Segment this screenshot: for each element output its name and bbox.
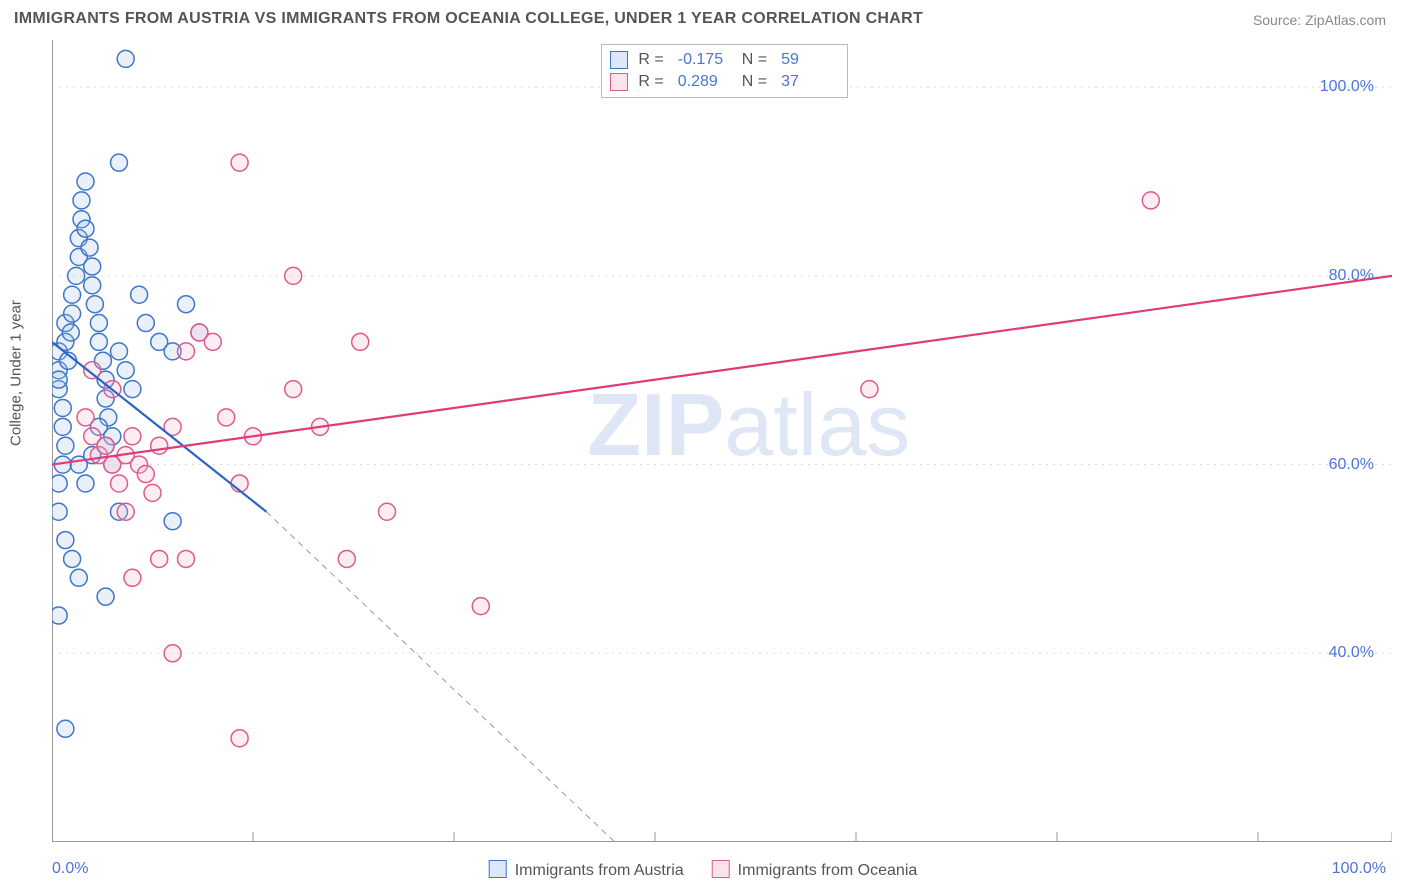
x-axis-min-label: 0.0% xyxy=(52,860,88,878)
legend-item: Immigrants from Oceania xyxy=(712,860,918,880)
legend-r-label: R = xyxy=(638,51,663,69)
legend-n-value: 37 xyxy=(781,73,835,91)
legend-row: R = -0.175 N = 59 xyxy=(610,49,835,71)
x-axis-max-label: 100.0% xyxy=(1332,860,1386,878)
y-tick-label: 100.0% xyxy=(1320,78,1374,96)
legend-swatch xyxy=(489,860,507,878)
legend-r-label: R = xyxy=(638,73,663,91)
legend-n-label: N = xyxy=(742,51,767,69)
legend-n-label: N = xyxy=(742,73,767,91)
legend-swatch xyxy=(610,73,628,91)
y-tick-label: 80.0% xyxy=(1329,267,1374,285)
legend-label: Immigrants from Austria xyxy=(515,862,684,879)
legend-n-value: 59 xyxy=(781,51,835,69)
correlation-legend-box: R = -0.175 N = 59 R = 0.289 N = 37 xyxy=(601,44,848,98)
legend-item: Immigrants from Austria xyxy=(489,860,684,880)
y-axis-label: College, Under 1 year xyxy=(8,300,25,446)
y-tick-label: 40.0% xyxy=(1329,644,1374,662)
legend-label: Immigrants from Oceania xyxy=(738,862,918,879)
y-tick-label: 60.0% xyxy=(1329,456,1374,474)
scatter-plot-svg xyxy=(52,40,1392,842)
chart-title: IMMIGRANTS FROM AUSTRIA VS IMMIGRANTS FR… xyxy=(14,10,923,28)
chart-area: ZIPatlas R =-0.175N =59R =0.289N =37 40.… xyxy=(52,40,1392,842)
legend-swatch xyxy=(712,860,730,878)
legend-swatch xyxy=(610,51,628,69)
source-attribution: Source: ZipAtlas.com xyxy=(1253,12,1386,28)
series-legend: Immigrants from Austria Immigrants from O… xyxy=(489,860,918,880)
legend-r-value: 0.289 xyxy=(678,73,732,91)
legend-row: R = 0.289 N = 37 xyxy=(610,71,835,93)
legend-r-value: -0.175 xyxy=(678,51,732,69)
